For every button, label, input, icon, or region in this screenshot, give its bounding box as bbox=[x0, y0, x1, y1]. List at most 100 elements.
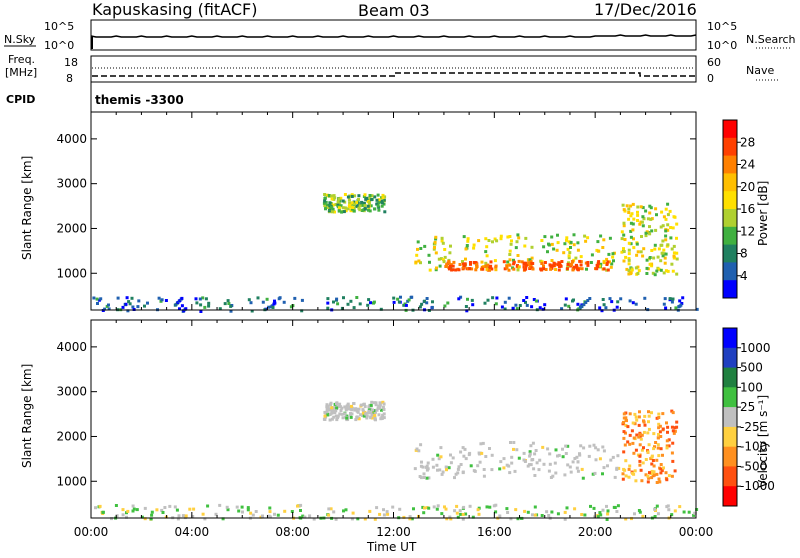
power-cell bbox=[486, 263, 490, 267]
power-cell bbox=[442, 260, 446, 264]
velocity-cell bbox=[568, 465, 572, 469]
power-cell bbox=[517, 265, 521, 269]
power-cell bbox=[375, 202, 379, 206]
velocity-cell bbox=[408, 515, 412, 519]
power-cell bbox=[669, 226, 673, 229]
velocity-cell bbox=[421, 505, 425, 509]
velocity-cell bbox=[303, 515, 307, 519]
velocity-ytick-label: 3000 bbox=[56, 385, 87, 399]
power-cell bbox=[441, 258, 445, 262]
power-cell bbox=[493, 259, 497, 263]
velocity-cell bbox=[655, 504, 659, 508]
velocity-cell bbox=[355, 409, 359, 413]
power-cell bbox=[636, 219, 639, 222]
power-cell bbox=[289, 305, 293, 309]
velocity-cell bbox=[613, 506, 617, 509]
velocity-cell bbox=[545, 510, 549, 514]
power-cell bbox=[547, 242, 550, 246]
velocity-cell bbox=[443, 505, 446, 509]
velocity-cell bbox=[132, 507, 136, 511]
velocity-cell bbox=[476, 508, 480, 512]
velocity-cell bbox=[659, 435, 663, 438]
power-cell bbox=[367, 298, 371, 302]
velocity-cell bbox=[535, 461, 539, 465]
power-cell bbox=[328, 201, 332, 205]
velocity-cell bbox=[367, 405, 371, 409]
power-cell bbox=[569, 246, 572, 249]
power-cell bbox=[662, 248, 666, 252]
power-cell bbox=[629, 204, 633, 208]
power-cell bbox=[466, 297, 469, 301]
velocity-cell bbox=[328, 418, 332, 422]
power-cell bbox=[650, 229, 654, 233]
power-cell bbox=[218, 307, 222, 311]
colorbar-tick-label: 4 bbox=[740, 269, 748, 283]
power-cell bbox=[549, 267, 553, 271]
power-cell bbox=[634, 302, 638, 306]
velocity-ytick-label: 2000 bbox=[56, 429, 87, 443]
power-cell bbox=[605, 257, 609, 261]
power-cell bbox=[602, 261, 606, 265]
velocity-cell bbox=[667, 438, 671, 442]
power-cell bbox=[611, 255, 615, 259]
power-cell bbox=[528, 258, 532, 262]
power-cell bbox=[654, 207, 658, 211]
power-cell bbox=[636, 210, 639, 214]
power-cell bbox=[640, 235, 643, 238]
power-cell bbox=[438, 264, 442, 268]
power-cell bbox=[516, 254, 520, 257]
power-cell bbox=[326, 203, 329, 207]
velocity-cell bbox=[533, 505, 537, 509]
velocity-cell bbox=[479, 442, 483, 446]
power-cell bbox=[326, 206, 330, 209]
power-cell bbox=[566, 265, 570, 269]
velocity-cell bbox=[656, 446, 660, 450]
power-cell bbox=[126, 309, 130, 313]
power-colorbar: 28 24 20 16 12 8 4 bbox=[722, 119, 755, 299]
power-cell bbox=[485, 267, 489, 271]
velocity-cell bbox=[643, 423, 647, 427]
power-cell bbox=[414, 260, 418, 264]
velocity-cell bbox=[363, 405, 367, 409]
power-cell bbox=[477, 239, 481, 243]
power-cell bbox=[332, 300, 335, 304]
velocity-cell bbox=[509, 441, 512, 444]
power-cell bbox=[444, 265, 448, 268]
velocity-cell bbox=[563, 473, 567, 477]
power-cell bbox=[598, 306, 602, 310]
power-cell bbox=[622, 224, 626, 228]
velocity-cell bbox=[477, 451, 481, 455]
velocity-cell bbox=[693, 511, 697, 515]
velocity-cell bbox=[329, 403, 332, 407]
power-cell bbox=[627, 211, 631, 214]
power-cell bbox=[437, 257, 441, 261]
power-cell bbox=[579, 260, 583, 264]
velocity-cell bbox=[427, 476, 431, 480]
power-cell bbox=[656, 255, 660, 259]
velocity-cell bbox=[547, 469, 551, 473]
freq-label-2: [MHz] bbox=[5, 66, 37, 79]
velocity-cell bbox=[599, 513, 603, 517]
power-cell bbox=[627, 207, 631, 211]
velocity-cell bbox=[330, 417, 334, 421]
power-cell bbox=[368, 194, 372, 197]
colorbar-swatch bbox=[723, 347, 737, 369]
power-cell bbox=[351, 206, 354, 209]
power-cell bbox=[431, 300, 434, 304]
power-cell bbox=[452, 260, 456, 264]
power-cell bbox=[470, 267, 474, 271]
power-cell bbox=[300, 309, 304, 313]
cpid-label: CPID bbox=[6, 93, 35, 106]
velocity-cell bbox=[350, 408, 354, 412]
velocity-cell bbox=[514, 508, 518, 512]
velocity-cell bbox=[655, 481, 659, 484]
velocity-cell bbox=[657, 416, 661, 419]
power-cell bbox=[326, 301, 330, 305]
velocity-cell bbox=[431, 465, 435, 469]
velocity-cell bbox=[173, 505, 177, 509]
velocity-cell bbox=[622, 416, 626, 420]
velocity-cell bbox=[659, 463, 663, 466]
velocity-cell bbox=[476, 464, 480, 468]
power-cell bbox=[576, 268, 580, 272]
power-cell bbox=[554, 268, 558, 271]
